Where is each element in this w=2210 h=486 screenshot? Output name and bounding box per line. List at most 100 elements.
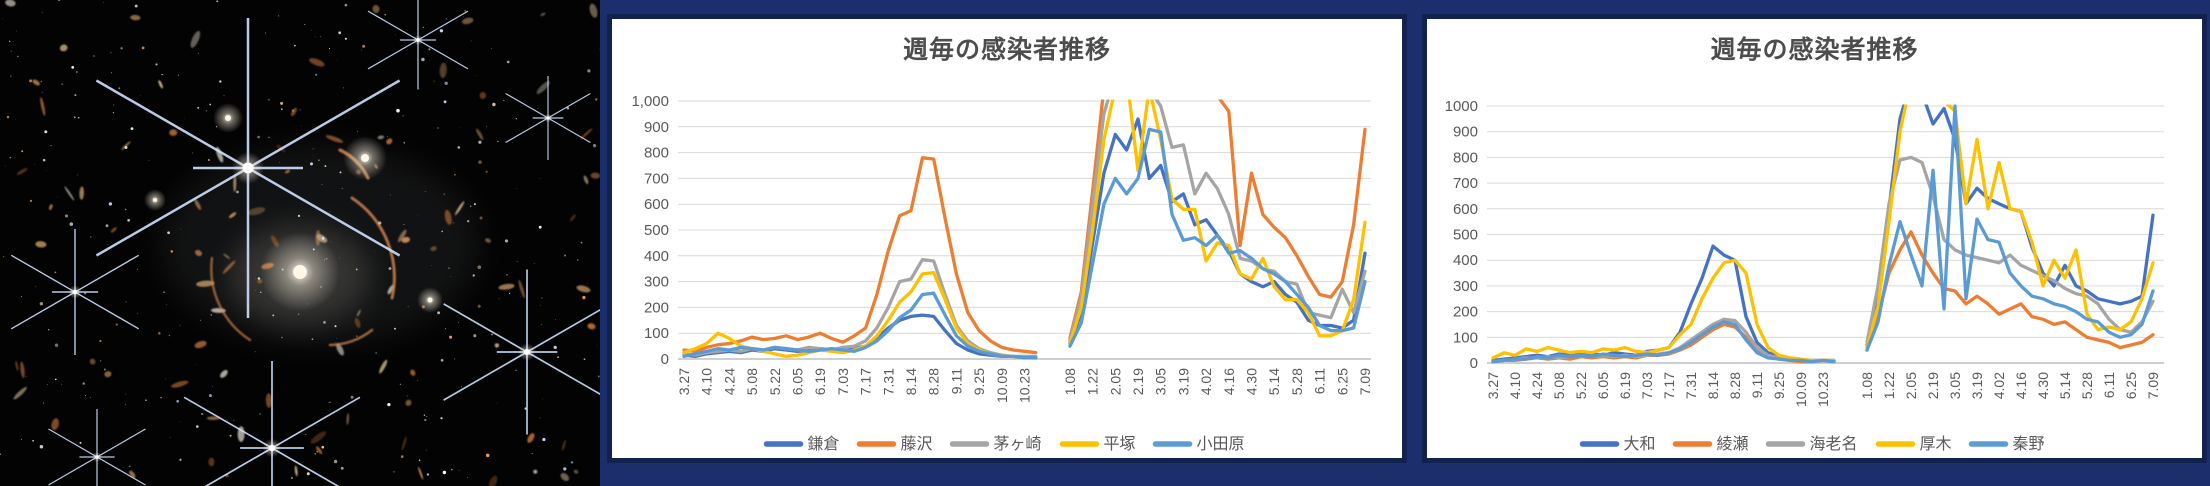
x-tick-label: 4.16 (2013, 372, 2029, 399)
y-tick-label: 700 (1453, 175, 1478, 192)
right-chart-panel: 週毎の感染者推移 0 100 200 300 400 500 600 700 800 900 100… (1422, 14, 2207, 463)
x-tick-label: 10.09 (1793, 372, 1809, 407)
y-tick-label: 800 (644, 145, 669, 162)
legend-item: 茅ヶ崎 (949, 435, 1042, 453)
series-line-4 (1491, 104, 2155, 364)
series-line-0 (1491, 104, 2155, 363)
legend-item-label: 大和 (1624, 435, 1656, 453)
x-tick-label: 6.19 (812, 368, 828, 395)
x-tick-label: 5.28 (2079, 372, 2095, 399)
right-chart-title: 週毎の感染者推移 (1710, 36, 1919, 64)
x-tick-label: 8.28 (926, 368, 942, 395)
x-tick-label: 3.05 (1947, 372, 1963, 399)
legend-item-label: 茅ヶ崎 (994, 435, 1042, 453)
legend-item: 厚木 (1875, 435, 1952, 453)
x-tick-label: 7.03 (1639, 372, 1655, 399)
right-chart-canvas: 0 100 200 300 400 500 600 700 800 900 1000 3.27 4.10… (1445, 98, 2164, 453)
gridlines (678, 100, 1371, 360)
x-tick-label: 4.30 (2035, 372, 2051, 399)
x-tick-label: 4.16 (1221, 368, 1237, 395)
gridlines (1487, 105, 2164, 364)
series-line-1 (682, 99, 1367, 355)
x-tick-label: 3.19 (1969, 372, 1985, 399)
x-tick-label: 5.08 (1551, 372, 1567, 399)
y-axis-labels: 0 100 200 300 400 500 600 700 800 900 1,000 (631, 93, 669, 368)
series-lines (1491, 104, 2155, 364)
left-chart-title: 週毎の感染者推移 (902, 36, 1111, 64)
x-tick-label: 5.14 (1266, 368, 1282, 395)
legend: 大和 綾瀬 海老名 厚木 秦野 (1579, 435, 2045, 453)
y-tick-label: 0 (661, 351, 669, 368)
legend-item-label: 藤沢 (901, 435, 933, 453)
x-tick-label: 5.22 (1573, 372, 1589, 399)
legend-item-label: 厚木 (1920, 435, 1952, 453)
x-tick-label: 7.31 (1683, 372, 1699, 399)
x-tick-label: 2.19 (1130, 368, 1146, 395)
x-tick-label: 3.05 (1153, 368, 1169, 395)
x-tick-label: 10.09 (994, 368, 1010, 403)
y-tick-label: 600 (644, 196, 669, 213)
legend-item: 鎌倉 (763, 435, 840, 453)
x-tick-label: 7.03 (835, 368, 851, 395)
y-tick-label: 500 (644, 222, 669, 239)
legend-item-label: 小田原 (1197, 435, 1245, 453)
legend-item: 大和 (1579, 435, 1656, 453)
legend-item: 海老名 (1765, 435, 1858, 453)
x-tick-label: 4.02 (1991, 372, 2007, 399)
x-axis-labels: 3.27 4.10 4.24 5.08 5.22 6.05 6.19 7.03 7.17 7.31… (1485, 372, 2161, 407)
star-field (0, 0, 600, 480)
galaxies (5, 0, 600, 486)
series-lines (682, 99, 1367, 360)
x-tick-label: 4.24 (721, 368, 737, 395)
y-tick-label: 100 (1453, 329, 1478, 346)
x-tick-label: 3.27 (676, 368, 692, 395)
x-tick-label: 8.14 (903, 368, 919, 395)
legend-item-label: 秦野 (2013, 435, 2045, 453)
x-tick-label: 5.22 (767, 368, 783, 395)
x-tick-label: 4.24 (1529, 372, 1545, 399)
x-tick-label: 7.09 (1357, 368, 1373, 395)
y-tick-label: 300 (1453, 278, 1478, 295)
x-tick-label: 7.09 (2145, 372, 2161, 399)
series-line-0 (682, 117, 1367, 360)
y-tick-label: 500 (1453, 227, 1478, 244)
x-tick-label: 9.25 (971, 368, 987, 395)
x-tick-label: 6.19 (1617, 372, 1633, 399)
x-tick-label: 4.02 (1198, 368, 1214, 395)
x-tick-label: 3.27 (1485, 372, 1501, 399)
y-axis-labels: 0 100 200 300 400 500 600 700 800 900 1000 (1445, 98, 1478, 372)
legend-item-label: 海老名 (1810, 435, 1858, 453)
x-tick-label: 2.05 (1107, 368, 1123, 395)
y-tick-label: 1000 (1445, 98, 1478, 115)
legend-item-label: 平塚 (1104, 435, 1136, 453)
x-tick-label: 1.08 (1859, 372, 1875, 399)
y-tick-label: 800 (1453, 149, 1478, 166)
y-tick-label: 400 (1453, 252, 1478, 269)
y-tick-label: 700 (644, 170, 669, 187)
left-chart-canvas: 0 100 200 300 400 500 600 700 800 900 1,000 3.27 4.1… (631, 93, 1373, 453)
x-tick-label: 6.05 (1595, 372, 1611, 399)
y-tick-label: 600 (1453, 201, 1478, 218)
y-tick-label: 900 (644, 119, 669, 136)
y-tick-label: 1,000 (631, 93, 669, 110)
x-tick-label: 9.25 (1771, 372, 1787, 399)
y-tick-label: 200 (644, 299, 669, 316)
x-tick-label: 1.08 (1062, 368, 1078, 395)
x-tick-label: 1.22 (1881, 372, 1897, 399)
legend-item: 藤沢 (856, 435, 933, 453)
legend-item: 綾瀬 (1672, 435, 1749, 453)
series-line-4 (682, 127, 1367, 360)
x-tick-label: 6.05 (790, 368, 806, 395)
x-tick-label: 2.19 (1925, 372, 1941, 399)
x-axis-labels: 3.27 4.10 4.24 5.08 5.22 6.05 6.19 7.03 7.17 7.31… (676, 368, 1373, 403)
legend-item: 平塚 (1059, 435, 1136, 453)
x-tick-label: 6.11 (1312, 368, 1328, 394)
x-tick-label: 4.30 (1244, 368, 1260, 395)
left-chart-panel: 週毎の感染者推移 0 100 200 300 400 500 600 700 800 900 1,0… (607, 14, 1407, 463)
x-tick-label: 8.14 (1705, 372, 1721, 399)
x-tick-label: 7.17 (858, 368, 874, 395)
x-tick-label: 6.25 (1334, 368, 1350, 395)
x-tick-label: 1.22 (1085, 368, 1101, 395)
series-line-3 (1491, 104, 2155, 363)
